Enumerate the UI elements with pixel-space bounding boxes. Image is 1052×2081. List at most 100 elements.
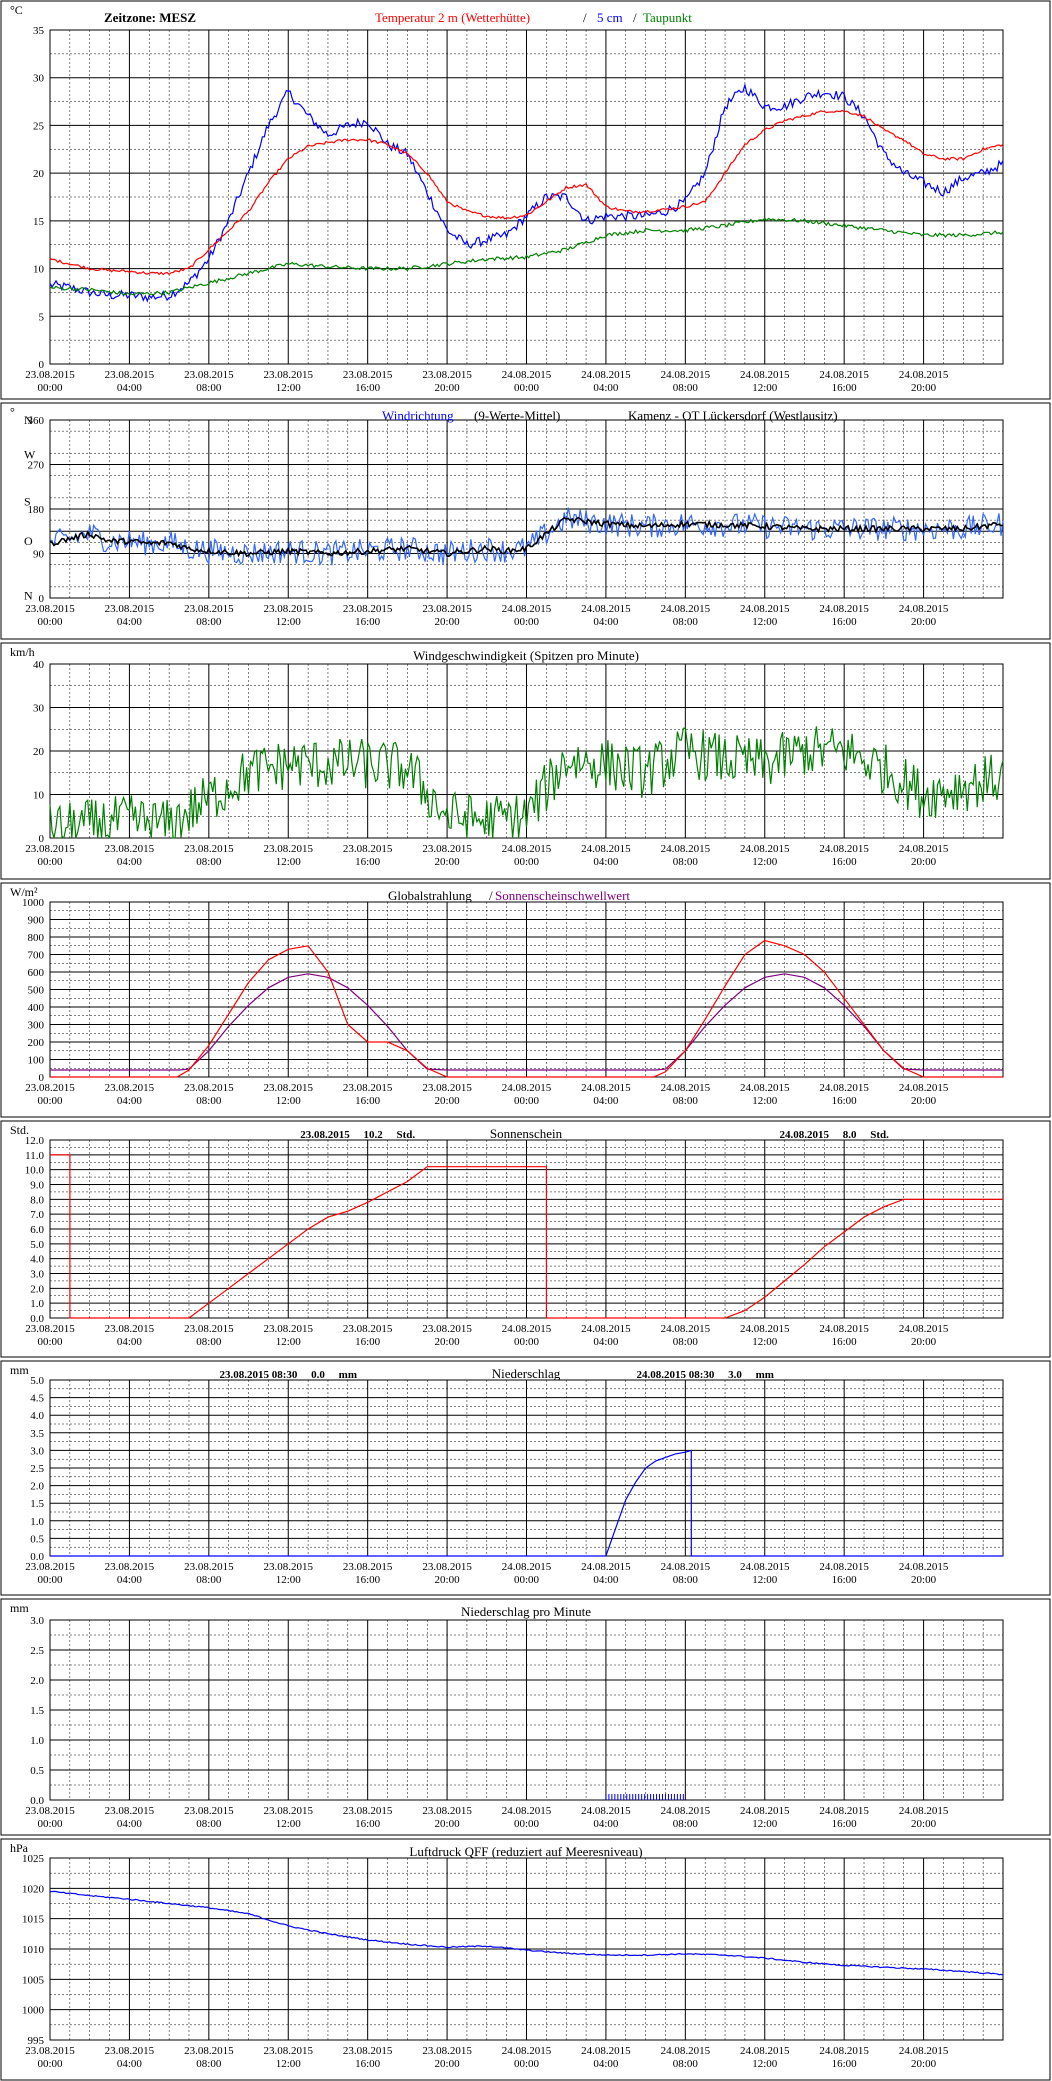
x-tick-date: 24.08.2015 (581, 1323, 631, 1335)
y-tick-label: 2.5 (30, 1463, 44, 1475)
x-tick-time: 12:00 (276, 2058, 302, 2070)
x-tick-time: 12:00 (276, 1818, 302, 1830)
precipitation-frame (0, 1360, 1051, 1596)
x-tick-time: 00:00 (514, 1095, 540, 1107)
temperature-series-0 (49, 82, 1004, 303)
x-tick-time: 00:00 (37, 616, 63, 628)
x-tick-date: 24.08.2015 (740, 1561, 790, 1573)
x-tick-date: 24.08.2015 (661, 1082, 711, 1094)
wind_direction-plot-area (49, 419, 1004, 599)
x-tick-time: 00:00 (37, 382, 63, 394)
y-tick-label: 11.0 (25, 1150, 44, 1162)
x-tick-date: 23.08.2015 (25, 1323, 75, 1335)
radiation-unit-label: W/m² (10, 885, 38, 899)
y-tick-label: 1010 (22, 1944, 45, 1956)
x-tick-time: 00:00 (37, 856, 63, 868)
x-tick-time: 04:00 (117, 616, 143, 628)
x-tick-time: 00:00 (514, 2058, 540, 2070)
x-tick-time: 08:00 (196, 1574, 222, 1586)
pressure-title: Luftdruck QFF (reduziert auf Meeresnivea… (409, 1844, 642, 1859)
precipitation-title: Niederschlag (492, 1366, 561, 1381)
temperature-plot-area (49, 29, 1004, 365)
y-tick-label: 3.0 (30, 1615, 44, 1627)
x-tick-date: 24.08.2015 (740, 369, 790, 381)
x-tick-time: 08:00 (673, 1818, 699, 1830)
y-tick-label: 30 (33, 703, 45, 715)
x-tick-time: 16:00 (355, 856, 381, 868)
annotation: 23.08.2015 10.2 Std. (300, 1129, 415, 1141)
compass-label: S (24, 495, 31, 509)
x-tick-date: 24.08.2015 (581, 843, 631, 855)
x-tick-time: 04:00 (593, 856, 619, 868)
temperature-frame (0, 0, 1051, 400)
y-tick-label: 3.5 (30, 1428, 44, 1440)
y-tick-label: 7.0 (30, 1209, 44, 1221)
x-tick-date: 24.08.2015 (502, 843, 552, 855)
y-tick-label: 270 (28, 460, 45, 472)
x-tick-date: 23.08.2015 (264, 1082, 314, 1094)
x-tick-date: 24.08.2015 (502, 603, 552, 615)
y-tick-label: 90 (33, 549, 45, 561)
x-tick-date: 24.08.2015 (661, 369, 711, 381)
x-tick-date: 23.08.2015 (422, 1805, 472, 1817)
x-tick-time: 16:00 (832, 2058, 858, 2070)
y-tick-label: 5.0 (30, 1239, 44, 1251)
x-tick-date: 23.08.2015 (25, 1805, 75, 1817)
x-tick-date: 24.08.2015 (502, 1805, 552, 1817)
x-tick-time: 04:00 (117, 1095, 143, 1107)
y-tick-label: 3.0 (30, 1445, 44, 1457)
x-tick-time: 04:00 (593, 1818, 619, 1830)
x-tick-time: 20:00 (435, 1574, 461, 1586)
x-tick-date: 23.08.2015 (25, 843, 75, 855)
y-tick-label: 2.5 (30, 1645, 44, 1657)
x-tick-date: 23.08.2015 (264, 1805, 314, 1817)
x-tick-date: 23.08.2015 (105, 603, 155, 615)
y-tick-label: 30 (33, 73, 45, 85)
x-tick-time: 20:00 (911, 1095, 937, 1107)
x-tick-time: 12:00 (752, 1336, 778, 1348)
x-tick-time: 00:00 (514, 1818, 540, 1830)
y-tick-label: 35 (33, 25, 45, 37)
x-tick-date: 23.08.2015 (25, 1561, 75, 1573)
x-tick-time: 20:00 (911, 1336, 937, 1348)
compass-label: N (24, 413, 33, 427)
x-tick-date: 24.08.2015 (502, 1323, 552, 1335)
x-tick-date: 23.08.2015 (422, 369, 472, 381)
y-tick-label: 200 (28, 1037, 45, 1049)
y-tick-label: 40 (33, 659, 45, 671)
sunshine-plot-area (49, 1139, 1004, 1319)
y-tick-label: 800 (28, 932, 45, 944)
x-tick-time: 16:00 (355, 382, 381, 394)
x-tick-time: 08:00 (196, 1095, 222, 1107)
y-tick-label: 2.0 (30, 1283, 44, 1295)
x-tick-time: 08:00 (196, 856, 222, 868)
annotation: 24.08.2015 08:30 3.0 mm (636, 1369, 774, 1381)
x-tick-time: 16:00 (355, 1336, 381, 1348)
x-tick-time: 16:00 (832, 856, 858, 868)
x-tick-date: 23.08.2015 (264, 603, 314, 615)
x-tick-date: 23.08.2015 (422, 603, 472, 615)
x-tick-date: 24.08.2015 (740, 1082, 790, 1094)
x-tick-time: 04:00 (117, 1818, 143, 1830)
sunshine-series-0 (50, 1154, 1003, 1319)
y-tick-label: 100 (28, 1055, 45, 1067)
x-tick-date: 23.08.2015 (184, 1561, 234, 1573)
x-tick-date: 23.08.2015 (264, 369, 314, 381)
title-part: Taupunkt (643, 10, 692, 25)
x-tick-date: 24.08.2015 (581, 1561, 631, 1573)
temperature-series-2 (49, 217, 1004, 296)
temperature-series-1 (49, 109, 1004, 276)
y-tick-label: 900 (28, 915, 45, 927)
x-tick-time: 12:00 (752, 2058, 778, 2070)
x-tick-date: 23.08.2015 (105, 2045, 155, 2057)
y-tick-label: 700 (28, 950, 45, 962)
wind_direction-series-1 (49, 516, 1004, 558)
x-tick-date: 24.08.2015 (661, 843, 711, 855)
compass-label: W (24, 448, 36, 462)
y-tick-label: 9.0 (30, 1180, 44, 1192)
x-tick-date: 24.08.2015 (819, 843, 869, 855)
x-tick-date: 23.08.2015 (25, 369, 75, 381)
x-tick-date: 23.08.2015 (105, 1561, 155, 1573)
